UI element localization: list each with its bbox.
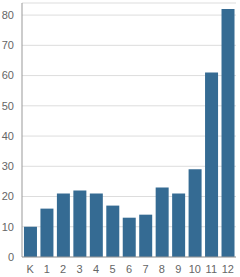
svg-text:9: 9 [175, 263, 181, 275]
svg-text:50: 50 [8, 100, 14, 112]
svg-text:K: K [27, 263, 35, 275]
svg-text:30: 30 [8, 160, 14, 172]
svg-text:20: 20 [8, 190, 14, 202]
svg-text:80: 80 [8, 9, 14, 21]
svg-text:11: 11 [206, 263, 217, 275]
svg-text:0: 0 [8, 251, 14, 263]
svg-text:6: 6 [126, 263, 132, 275]
svg-text:10: 10 [8, 221, 14, 233]
svg-text:4: 4 [93, 263, 99, 275]
svg-text:7: 7 [142, 263, 148, 275]
svg-text:3: 3 [77, 263, 83, 275]
svg-text:70: 70 [8, 39, 14, 51]
svg-text:8: 8 [159, 263, 165, 275]
svg-text:2: 2 [60, 263, 66, 275]
svg-text:5: 5 [109, 263, 115, 275]
svg-text:40: 40 [8, 130, 14, 142]
svg-text:60: 60 [8, 69, 14, 81]
svg-text:12: 12 [222, 263, 232, 275]
svg-text:10: 10 [189, 263, 201, 275]
svg-text:1: 1 [44, 263, 50, 275]
